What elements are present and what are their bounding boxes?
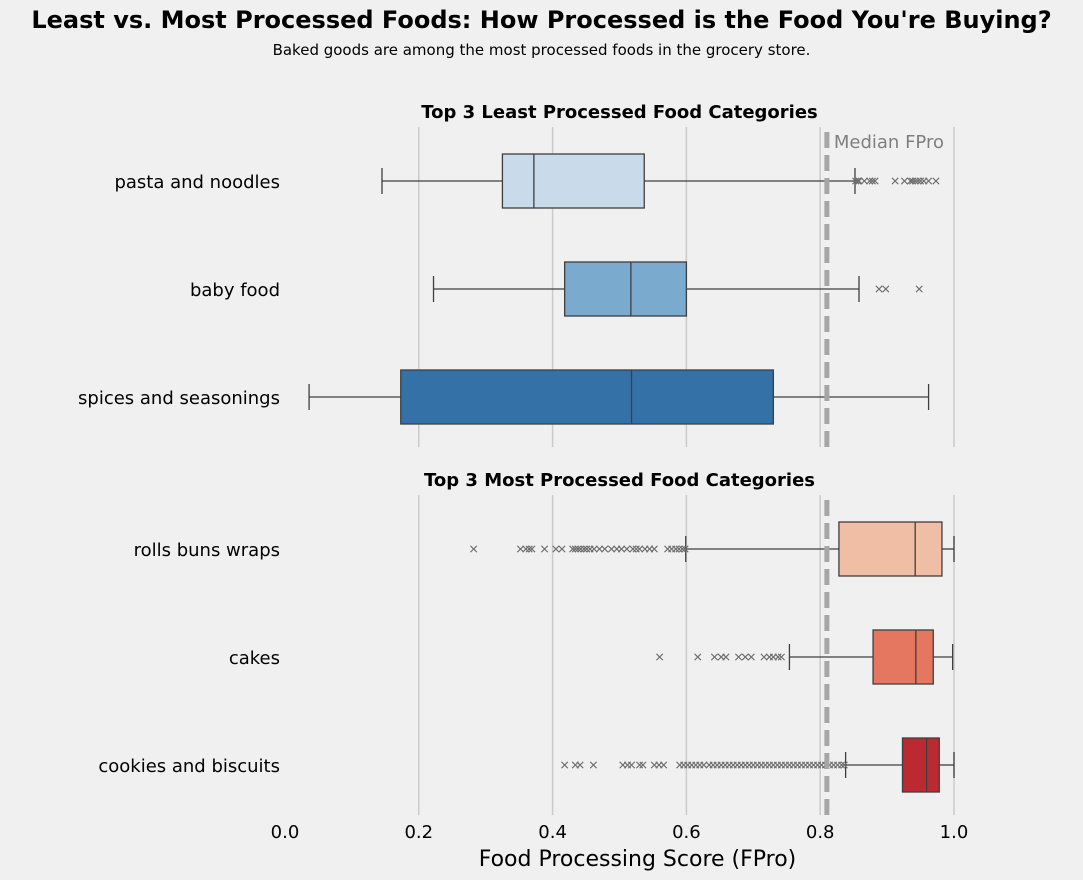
box-cookies-and-biscuits: cookies and biscuits — [98, 737, 955, 793]
outlier-point — [607, 545, 616, 553]
category-label: spices and seasonings — [78, 388, 280, 409]
outlier-point — [522, 545, 530, 553]
outlier-point — [650, 545, 658, 553]
outlier-point — [915, 285, 923, 293]
outlier-point — [660, 761, 668, 769]
panel-title: Top 3 Least Processed Food Categories — [421, 102, 818, 123]
outlier-point — [635, 761, 644, 769]
outlier-point — [617, 545, 626, 553]
outlier-point — [576, 761, 584, 769]
category-label: baby food — [190, 280, 280, 301]
outlier-point — [678, 545, 686, 553]
outlier-point — [854, 177, 862, 185]
box-iqr — [838, 521, 943, 577]
outlier-point — [860, 177, 868, 185]
category-label: cookies and biscuits — [98, 756, 280, 777]
outlier-point — [868, 177, 876, 185]
chart-subtitle: Baked goods are among the most processed… — [272, 41, 811, 59]
outlier-point — [891, 177, 899, 185]
box-iqr — [563, 261, 688, 317]
outlier-point — [528, 545, 536, 553]
outlier-point — [589, 761, 597, 769]
outlier-point — [900, 177, 909, 185]
outlier-point — [569, 545, 577, 553]
outlier-point — [734, 653, 743, 661]
outlier-point — [852, 177, 860, 185]
median-fpro-label: Median FPro — [834, 132, 944, 153]
outlier-point — [552, 545, 560, 553]
box-iqr — [400, 369, 775, 425]
box-spices-and-seasonings: spices and seasonings — [78, 369, 930, 425]
outlier-point — [871, 177, 879, 185]
outlier-point — [580, 545, 588, 553]
outlier-point — [577, 545, 585, 553]
outlier-point — [914, 177, 922, 185]
outlier-point — [601, 545, 609, 553]
outlier-point — [629, 545, 637, 553]
x-tick-label: 0.2 — [404, 822, 433, 843]
category-label: cakes — [229, 648, 280, 669]
outlier-point — [571, 545, 579, 553]
outlier-point — [639, 761, 647, 769]
category-label: rolls buns wraps — [134, 540, 280, 561]
x-axis-label: Food Processing Score (FPro) — [479, 847, 797, 872]
outlier-point — [525, 545, 533, 553]
outlier-point — [911, 177, 919, 185]
x-tick-label: 0.4 — [538, 822, 567, 843]
outlier-point — [875, 285, 883, 293]
outlier-point — [741, 653, 749, 661]
outlier-point — [700, 761, 708, 769]
outlier-point — [908, 177, 917, 185]
box-iqr — [501, 153, 645, 209]
box-pasta-and-noodles: pasta and noodles — [114, 153, 940, 209]
outlier-point — [840, 761, 848, 769]
outlier-point — [932, 177, 940, 185]
outlier-point — [838, 761, 846, 769]
outlier-point — [635, 545, 644, 553]
outlier-point — [470, 545, 478, 553]
box-iqr — [901, 737, 940, 793]
outlier-point — [924, 177, 933, 185]
outlier-point — [583, 545, 591, 553]
outlier-point — [855, 177, 863, 185]
outlier-point — [760, 653, 768, 661]
outlier-point — [672, 545, 680, 553]
outlier-point — [627, 761, 636, 769]
outlier-point — [747, 653, 755, 661]
category-label: pasta and noodles — [114, 172, 280, 193]
panel-title: Top 3 Most Processed Food Categories — [424, 470, 815, 491]
outlier-point — [623, 545, 631, 553]
outlier-point — [675, 545, 683, 553]
outlier-point — [777, 653, 785, 661]
outlier-point — [590, 545, 598, 553]
outlier-point — [540, 545, 549, 553]
outlier-point — [774, 653, 782, 661]
outlier-point — [882, 285, 890, 293]
outlier-point — [656, 653, 664, 661]
outlier-point — [595, 545, 604, 553]
outlier-point — [516, 545, 525, 553]
outlier-point — [632, 545, 640, 553]
box-baby-food: baby food — [190, 261, 923, 317]
outlier-point — [558, 545, 566, 553]
outlier-point — [722, 653, 730, 661]
panel-most-processed: Top 3 Most Processed Food Categories roll… — [98, 470, 968, 872]
outlier-point — [561, 761, 569, 769]
x-tick-label: 0.8 — [806, 822, 835, 843]
outlier-point — [681, 545, 689, 553]
x-tick-label: 0.0 — [271, 822, 300, 843]
outlier-point — [694, 653, 702, 661]
chart-title: Least vs. Most Processed Foods: How Proc… — [31, 6, 1052, 34]
box-iqr — [872, 629, 934, 685]
x-tick-label: 1.0 — [940, 822, 969, 843]
outlier-point — [710, 653, 719, 661]
outlier-point — [916, 177, 925, 185]
outlier-point — [866, 177, 874, 185]
outlier-point — [574, 545, 582, 553]
panel-least-processed: Top 3 Least Processed Food Categories pas… — [78, 102, 955, 447]
x-tick-label: 0.6 — [672, 822, 701, 843]
box-rolls-buns-wraps: rolls buns wraps — [134, 521, 955, 577]
box-cakes: cakes — [229, 629, 954, 685]
